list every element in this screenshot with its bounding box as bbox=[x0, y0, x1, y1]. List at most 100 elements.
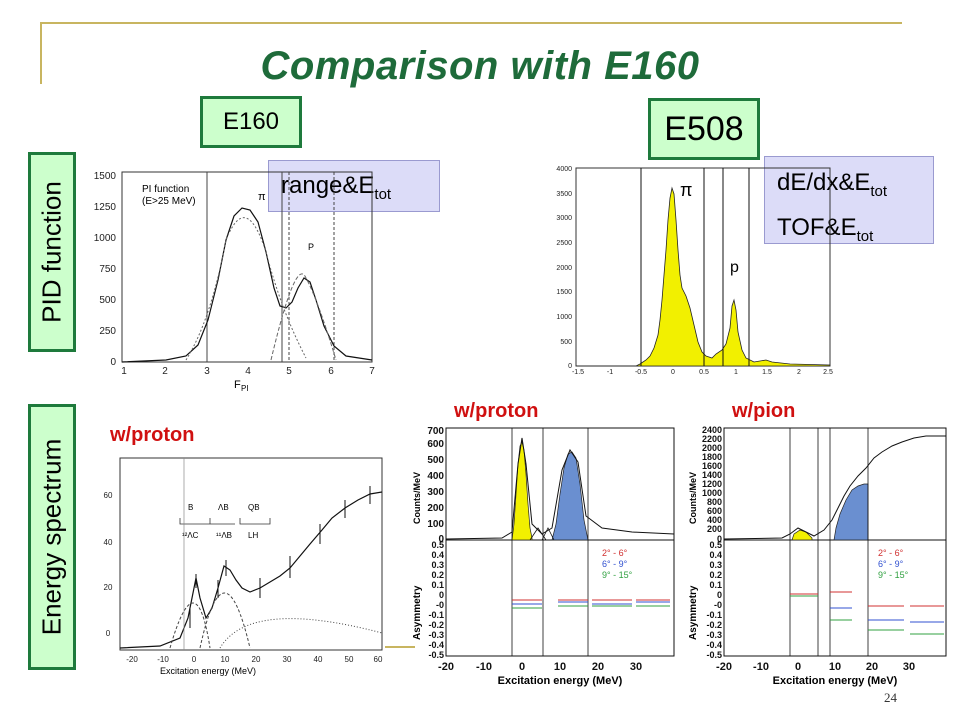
range-etot-sub: tot bbox=[374, 185, 392, 203]
e160-energy-xtick-0: 0 bbox=[192, 655, 197, 664]
e160-pid-xtick-6: 6 bbox=[328, 366, 334, 377]
e508-pion-xlabel: Excitation energy (MeV) bbox=[773, 675, 898, 687]
e508-pion-ytop-0: 0 bbox=[717, 534, 722, 544]
e508-pid-xtick-0.5: 0.5 bbox=[699, 369, 709, 376]
e508-pid-p-label: p bbox=[730, 259, 739, 276]
e508-pion-legend-2: 6° - 9° bbox=[878, 559, 904, 569]
e508-proton-ytop-600: 600 bbox=[427, 439, 444, 450]
e160-pid-ytick-250: 250 bbox=[99, 326, 116, 337]
e160-pid-pi-label: π bbox=[258, 191, 266, 203]
e508-proton-ybot-m0.2: -0.2 bbox=[428, 620, 444, 630]
e508-proton-legend-3: 9° - 15° bbox=[602, 570, 633, 580]
e508-proton-legend: 2° - 6° 6° - 9° 9° - 15° bbox=[602, 548, 633, 580]
e160-energy-plot: 0 20 40 60 -20 -10 0 10 20 30 40 50 60 E… bbox=[104, 457, 383, 676]
e508-proton-ybot-m0.1: -0.1 bbox=[428, 610, 444, 620]
e508-pion-ylabel-top: Counts/MeV bbox=[688, 472, 698, 524]
e508-pion-xtick-m10: -10 bbox=[753, 661, 769, 673]
e508-proton-ytop-700: 700 bbox=[427, 426, 444, 437]
e508-pion-legend: 2° - 6° 6° - 9° 9° - 15° bbox=[878, 548, 909, 580]
e508-pid-ytick-3000: 3000 bbox=[556, 215, 572, 222]
e160-energy-ytick-40: 40 bbox=[104, 538, 113, 547]
e160-pid-xtick-5: 5 bbox=[286, 366, 292, 377]
left-frame-line bbox=[40, 22, 42, 84]
e160-energy-background bbox=[219, 618, 383, 649]
e160-energy-xtick-50: 50 bbox=[345, 655, 354, 664]
e508-pion-xtick-10: 10 bbox=[829, 661, 841, 673]
e508-pid-ytick-3500: 3500 bbox=[556, 191, 572, 198]
e508-pion-ytop-400: 400 bbox=[707, 515, 722, 525]
e508-pid-ytick-2500: 2500 bbox=[556, 240, 572, 247]
e160-pid-frame bbox=[121, 171, 373, 363]
e160-energy-brackets bbox=[179, 518, 271, 525]
e508-proton-xtick-0: 0 bbox=[519, 661, 525, 673]
e508-label: E508 bbox=[648, 98, 760, 160]
e508-proton-spectrum bbox=[445, 437, 675, 540]
e508-pid-xtick-1: 1 bbox=[734, 369, 738, 376]
e508-proton-ybot-m0.3: -0.3 bbox=[428, 630, 444, 640]
e508-pid-ytick-500: 500 bbox=[560, 339, 572, 346]
e508-proton-ytop-0: 0 bbox=[438, 534, 444, 545]
e160-energy-ytick-0: 0 bbox=[106, 629, 111, 638]
e160-pid-ytick-1250: 1250 bbox=[94, 202, 117, 213]
e508-pid-ytick-2000: 2000 bbox=[556, 265, 572, 272]
e160-pid-xtick-4: 4 bbox=[245, 366, 251, 377]
dedx-text: dE/dx&E bbox=[777, 169, 871, 196]
e508-pion-legend-1: 2° - 6° bbox=[878, 548, 904, 558]
e508-proton-ytop-300: 300 bbox=[427, 487, 444, 498]
e508-pion-ytop-1600: 1600 bbox=[702, 461, 722, 471]
e508-pion-ybot-m0.2: -0.2 bbox=[706, 620, 722, 630]
e508-proton-xlabel: Excitation energy (MeV) bbox=[498, 675, 623, 687]
e508-pid-ytick-4000: 4000 bbox=[556, 166, 572, 173]
dedx-tof-box: dE/dx&Etot TOF&Etot bbox=[764, 156, 934, 245]
e508-proton-ybot-0.1: 0.1 bbox=[431, 580, 444, 590]
e160-pid-xtick-2: 2 bbox=[162, 366, 168, 377]
e508-proton-ybot-0.2: 0.2 bbox=[431, 570, 444, 580]
e160-energy-ytick-60: 60 bbox=[104, 491, 113, 500]
e160-energy-ytick-20: 20 bbox=[104, 583, 113, 592]
e508-pion-ybot-0.5: 0.5 bbox=[709, 540, 722, 550]
e508-pion-top-frame bbox=[723, 427, 947, 541]
e508-pion-xtick-0: 0 bbox=[795, 661, 801, 673]
tof-sub: tot bbox=[856, 227, 874, 245]
e160-pid-ytick-1500: 1500 bbox=[94, 171, 117, 182]
e508-pion-bottom-frame bbox=[723, 539, 947, 657]
e508-proton-xtick-10: 10 bbox=[554, 661, 566, 673]
e508-pion-ytop-600: 600 bbox=[707, 506, 722, 516]
e160-pid-ytick-750: 750 bbox=[99, 264, 116, 275]
e508-pion-ytop-1800: 1800 bbox=[702, 452, 722, 462]
e160-pid-p-fit bbox=[270, 273, 337, 361]
tof-line: TOF&Etot bbox=[777, 210, 933, 255]
e160-pid-xtick-7: 7 bbox=[369, 366, 375, 377]
e508-pid-frame bbox=[575, 167, 831, 367]
e160-pid-ytick-1000: 1000 bbox=[94, 233, 117, 244]
tof-text: TOF&E bbox=[777, 213, 857, 241]
e160-energy-peak-b bbox=[199, 592, 251, 649]
pid-function-label: PID function bbox=[28, 152, 76, 352]
e508-proton-ytop-100: 100 bbox=[427, 519, 444, 530]
e160-energy-group-b: B bbox=[188, 503, 193, 512]
e160-energy-xtick-60: 60 bbox=[374, 655, 383, 664]
e508-pion-ytop-1200: 1200 bbox=[702, 479, 722, 489]
slide-title: Comparison with E160 bbox=[260, 44, 700, 88]
e508-pion-ybot-0: 0 bbox=[717, 590, 722, 600]
e508-pion-ybot-m0: -0 bbox=[714, 600, 722, 610]
e508-pion-ytop-1400: 1400 bbox=[702, 470, 722, 480]
e508-pid-xtick-m0.5: -0.5 bbox=[635, 369, 647, 376]
e508-proton-small-peaks bbox=[529, 527, 555, 541]
e160-pid-xtick-3: 3 bbox=[204, 366, 210, 377]
e160-energy-group-lb: ΛB bbox=[218, 503, 229, 512]
pid-function-text: PID function bbox=[36, 181, 67, 323]
e160-energy-group-qb: QB bbox=[248, 503, 260, 512]
e160-pid-ytick-0: 0 bbox=[110, 357, 116, 368]
e508-proton-ybot-0.5: 0.5 bbox=[431, 540, 444, 550]
e508-pion-xtick-20: 20 bbox=[866, 661, 878, 673]
w-proton-left-label: w/proton bbox=[110, 424, 195, 446]
e508-pion-plot: 0 200 400 600 800 1000 1200 1400 1600 18… bbox=[688, 425, 947, 687]
e160-energy-xtick-40: 40 bbox=[314, 655, 323, 664]
e508-proton-xtick-m20: -20 bbox=[438, 661, 454, 673]
e160-energy-xtick-30: 30 bbox=[283, 655, 292, 664]
e160-energy-datapoints bbox=[189, 486, 371, 628]
e508-pion-ybot-0.1: 0.1 bbox=[709, 580, 722, 590]
e160-energy-fit bbox=[119, 491, 383, 649]
e160-pid-pi-fit bbox=[185, 217, 307, 361]
